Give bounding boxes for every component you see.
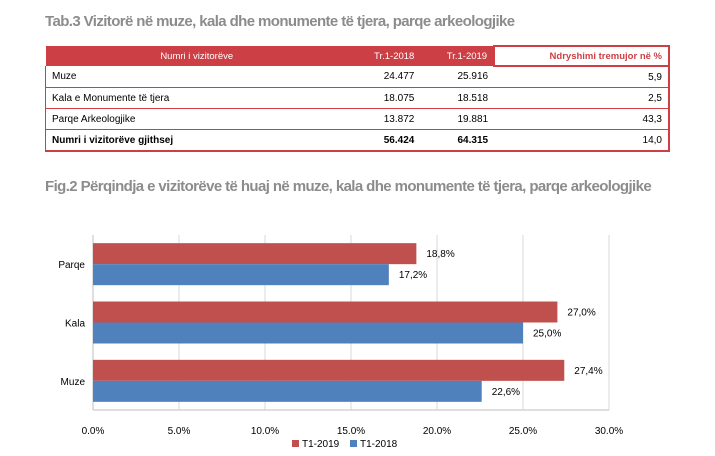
- x-tick-label: 30.0%: [595, 426, 623, 437]
- x-tick-label: 0.0%: [82, 426, 105, 437]
- data-label: 17,2%: [399, 270, 427, 281]
- figure-title: Fig.2 Përqindja e vizitorëve të huaj në …: [45, 178, 652, 195]
- row-2018: 18.075: [348, 87, 421, 109]
- table-header-row: Numri i vizitorëve Tr.1-2018 Tr.1-2019 N…: [45, 45, 670, 67]
- row-name: Muze: [45, 66, 348, 88]
- visitors-table: Numri i vizitorëve Tr.1-2018 Tr.1-2019 N…: [45, 45, 670, 152]
- row-change: 2,5: [494, 87, 670, 109]
- header-2018: Tr.1-2018: [348, 46, 421, 66]
- x-tick-label: 25.0%: [509, 426, 537, 437]
- x-tick-label: 15.0%: [337, 426, 365, 437]
- total-2018: 56.424: [348, 129, 421, 152]
- x-tick-label: 5.0%: [168, 426, 191, 437]
- bar: [93, 322, 523, 344]
- row-2018: 24.477: [348, 66, 421, 88]
- legend-label: T1-2019: [302, 439, 340, 450]
- total-change: 14,0: [494, 129, 670, 152]
- legend-label: T1-2018: [360, 439, 398, 450]
- legend-swatch: [350, 440, 357, 447]
- bar: [93, 264, 389, 286]
- row-name: Parqe Arkeologjike: [45, 108, 348, 130]
- bar: [93, 380, 482, 402]
- row-name: Kala e Monumente të tjera: [45, 87, 348, 109]
- row-change: 43,3: [494, 108, 670, 130]
- data-label: 27,4%: [574, 366, 602, 377]
- x-tick-label: 20.0%: [423, 426, 451, 437]
- table-title: Tab.3 Vizitorë në muze, kala dhe monumen…: [45, 13, 515, 30]
- legend-swatch: [292, 440, 299, 447]
- row-2019: 18.518: [420, 87, 495, 109]
- table-row: Parqe Arkeologjike 13.872 19.881 43,3: [45, 108, 670, 130]
- category-label: Parqe: [58, 260, 85, 271]
- total-name: Numri i vizitorëve gjithsej: [45, 129, 348, 152]
- data-label: 18,8%: [426, 249, 454, 260]
- data-label: 22,6%: [492, 387, 520, 398]
- category-label: Kala: [65, 319, 85, 330]
- data-label: 27,0%: [567, 308, 595, 319]
- bar: [93, 359, 565, 381]
- row-2018: 13.872: [348, 108, 421, 130]
- row-2019: 19.881: [420, 108, 495, 130]
- table-row: Kala e Monumente të tjera 18.075 18.518 …: [45, 87, 670, 109]
- data-label: 25,0%: [533, 329, 561, 340]
- x-tick-label: 10.0%: [251, 426, 279, 437]
- bar: [93, 301, 558, 323]
- category-label: Muze: [61, 377, 86, 388]
- header-name: Numri i vizitorëve: [45, 46, 348, 66]
- bar: [93, 243, 417, 265]
- header-2019: Tr.1-2019: [420, 46, 495, 66]
- row-change: 5,9: [494, 66, 670, 88]
- total-2019: 64.315: [420, 129, 495, 152]
- table-total-row: Numri i vizitorëve gjithsej 56.424 64.31…: [45, 129, 670, 152]
- row-2019: 25.916: [420, 66, 495, 88]
- table-row: Muze 24.477 25.916 5,9: [45, 66, 670, 88]
- header-change: Ndryshimi tremujor në %: [493, 45, 670, 67]
